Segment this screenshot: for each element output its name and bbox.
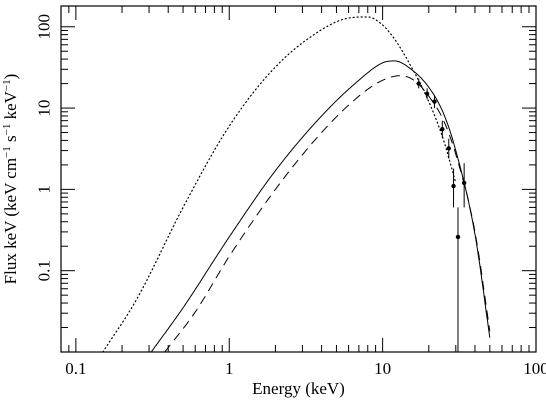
x-tick-label: 10 [374,359,391,378]
y-axis-title-sup2: −1 [1,124,13,136]
x-tick-label: 1 [225,359,234,378]
data-marker [451,183,456,189]
y-axis-title-base: Flux keV (keV cm [1,158,20,284]
y-axis-title-end: ) [1,74,20,80]
data-marker [416,81,421,86]
plot-frame [60,5,537,353]
data-point [432,94,437,109]
data-marker [424,91,430,96]
data-point [451,168,456,208]
y-tick-label: 0.1 [35,260,54,281]
data-point [440,120,445,138]
x-axis-title: Energy (keV) [252,379,345,398]
y-axis-title-sup3: −1 [1,79,13,91]
tick-labels: 0.1 1 10 100 0.1 1 10 100 [35,14,546,378]
axis-ticks [60,6,537,353]
data-point [446,138,451,159]
solid-model-curve [150,60,491,352]
dotted-model-curve [102,16,457,352]
data-point [416,78,422,89]
data-marker [432,99,437,104]
model-curves [102,16,491,352]
data-point [455,207,461,352]
data-point [461,163,467,208]
data-marker [446,146,451,151]
y-axis-title-sup1: −1 [1,146,13,158]
y-axis-title-mid2: keV [1,90,20,123]
y-tick-label: 1 [35,185,54,194]
data-marker [440,126,445,132]
dashed-model-curve [164,75,491,352]
data-marker [455,234,461,240]
x-tick-label: 0.1 [65,359,86,378]
y-tick-label: 10 [35,100,54,117]
data-points [416,78,467,352]
x-tick-label: 100 [523,359,546,378]
y-axis-title-mid1: s [1,135,20,146]
data-point [424,88,430,100]
y-tick-label: 100 [35,14,54,40]
y-axis-title: Flux keV (keV cm−1 s−1 keV−1) [1,74,20,285]
data-marker [461,180,467,186]
